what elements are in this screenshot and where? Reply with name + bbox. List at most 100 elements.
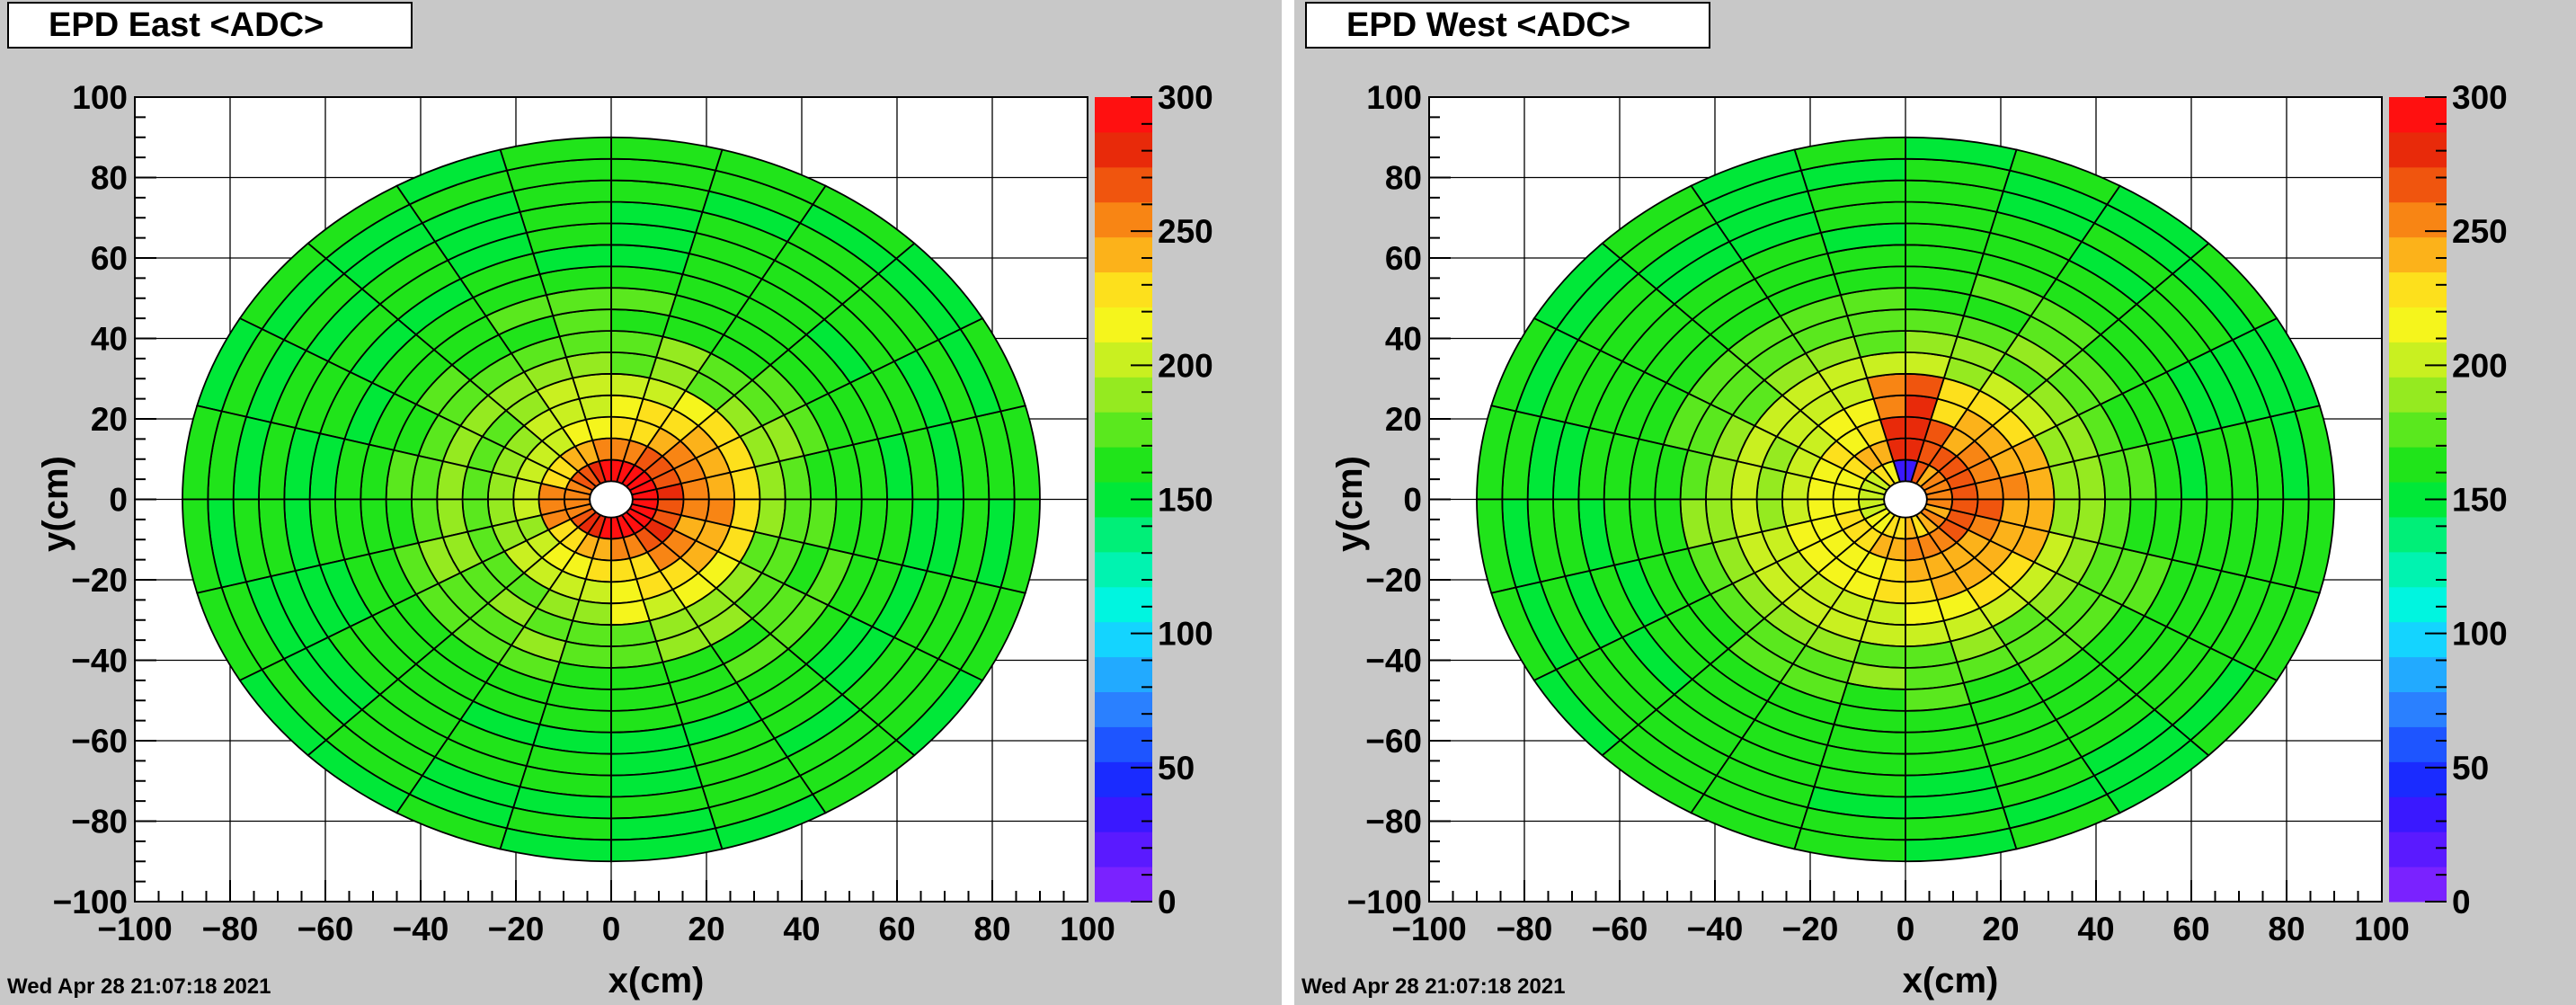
x-tick-label: 40 xyxy=(2077,911,2114,947)
color-bar-bin xyxy=(1095,166,1152,203)
color-bar-bin xyxy=(2389,551,2447,588)
x-tick-label: −60 xyxy=(298,911,354,947)
color-bar-ticks xyxy=(1131,96,1152,903)
y-tick-label: 60 xyxy=(91,240,128,277)
z-tick-label: 50 xyxy=(1158,750,1195,787)
z-tick-label: 200 xyxy=(2452,347,2508,384)
color-bar-bin xyxy=(1095,832,1152,867)
color-bar-bin xyxy=(2389,131,2447,168)
color-bar-bin xyxy=(1095,271,1152,307)
x-tick-label: 80 xyxy=(973,911,1010,947)
chart-title: EPD East <ADC> xyxy=(7,2,413,49)
color-bar-bin xyxy=(1095,97,1152,133)
color-bar-bin xyxy=(1095,342,1152,378)
heatmap-cell xyxy=(999,498,1041,594)
y-tick-label: −60 xyxy=(71,723,128,760)
y-tick-label: −80 xyxy=(1365,804,1422,840)
heatmap-cell xyxy=(704,498,736,528)
x-tick-label: −40 xyxy=(393,911,449,947)
color-bar-ticks xyxy=(2425,96,2447,903)
z-tick-label: 300 xyxy=(1158,79,1213,116)
y-tick-label: 40 xyxy=(1385,321,1422,358)
color-bar-bin xyxy=(1095,551,1152,588)
y-axis-title: y(cm) xyxy=(36,456,76,552)
datestamp: Wed Apr 28 21:07:18 2021 xyxy=(1301,974,1566,999)
y-tick-label: 20 xyxy=(1385,401,1422,438)
color-bar-bin xyxy=(1095,236,1152,273)
center-hole xyxy=(589,480,634,519)
color-bar-bin xyxy=(2389,867,2447,903)
color-bar-bin xyxy=(2389,447,2447,483)
color-bar-bin xyxy=(2389,236,2447,273)
y-tick-label: −80 xyxy=(71,804,128,840)
y-tick-label: −60 xyxy=(1365,723,1422,760)
color-bar-bin xyxy=(1095,621,1152,658)
y-tick-label: −100 xyxy=(1347,884,1422,921)
x-tick-label: −20 xyxy=(1782,911,1839,947)
x-tick-label: 0 xyxy=(1896,911,1915,947)
color-bar-bin xyxy=(2389,412,2447,448)
y-tick-label: 40 xyxy=(91,321,128,358)
x-tick-label: 100 xyxy=(2354,911,2410,947)
z-tick-label: 0 xyxy=(1158,884,1177,921)
datestamp: Wed Apr 28 21:07:18 2021 xyxy=(7,974,271,999)
x-tick-label: 40 xyxy=(783,911,820,947)
color-bar-bin xyxy=(1095,447,1152,483)
x-tick-label: −80 xyxy=(202,911,259,947)
y-tick-label: 0 xyxy=(109,482,128,519)
color-bar-bin xyxy=(2389,307,2447,342)
axis-ticks xyxy=(134,96,1088,903)
color-bar-bin xyxy=(1095,867,1152,903)
color-bar-bin xyxy=(1095,377,1152,413)
x-tick-label: 60 xyxy=(2172,911,2209,947)
color-bar-bin xyxy=(2389,832,2447,867)
z-tick-label: 150 xyxy=(1158,482,1213,519)
color-bar-bin xyxy=(2389,342,2447,378)
color-bar-bin xyxy=(2389,586,2447,623)
x-tick-label: 100 xyxy=(1060,911,1115,947)
x-tick-label: −20 xyxy=(488,911,545,947)
x-tick-label: 80 xyxy=(2268,911,2305,947)
y-tick-label: −40 xyxy=(71,643,128,680)
color-bar-bin xyxy=(1095,691,1152,727)
y-tick-label: −100 xyxy=(53,884,128,921)
color-bar-bin xyxy=(1095,726,1152,762)
heatmap-cell xyxy=(2294,498,2335,594)
x-tick-label: 20 xyxy=(688,911,724,947)
heatmap-cell xyxy=(486,471,519,501)
y-tick-label: 0 xyxy=(1403,482,1422,519)
color-bar-bin xyxy=(1095,412,1152,448)
x-tick-label: 60 xyxy=(878,911,915,947)
x-tick-label: −100 xyxy=(1391,911,1466,947)
color-bar-bin xyxy=(2389,796,2447,832)
z-tick-label: 300 xyxy=(2452,79,2508,116)
west-heatmap-plot: −100 −80 −60 −40 −20 0 20 40 60 80 100 −100 −80 −60 −4… xyxy=(1330,79,2508,1001)
x-tick-label: 20 xyxy=(1982,911,2019,947)
center-hole xyxy=(1883,480,1928,519)
y-tick-label: −20 xyxy=(1365,562,1422,599)
color-bar-bin xyxy=(2389,201,2447,238)
x-tick-label: 0 xyxy=(602,911,621,947)
cells xyxy=(182,136,1041,863)
color-bar-bin xyxy=(1095,307,1152,342)
color-bar-bin xyxy=(1095,516,1152,553)
color-bar-bin xyxy=(2389,726,2447,762)
z-tick-label: 0 xyxy=(2452,884,2471,921)
x-tick-label: −40 xyxy=(1687,911,1744,947)
color-bar-bin xyxy=(2389,516,2447,553)
color-bar xyxy=(1095,97,1152,903)
heatmap-cell xyxy=(1905,394,1939,421)
y-axis-title: y(cm) xyxy=(1330,456,1370,552)
color-bar-bin xyxy=(2389,377,2447,413)
y-tick-label: 80 xyxy=(1385,160,1422,197)
color-bar-bin xyxy=(2389,97,2447,133)
z-tick-label: 100 xyxy=(1158,616,1213,653)
z-tick-label: 150 xyxy=(2452,482,2508,519)
axis-ticks xyxy=(1428,96,2383,903)
color-bar-bin xyxy=(2389,271,2447,307)
y-tick-label: 100 xyxy=(72,79,128,116)
cells xyxy=(1476,136,2335,863)
color-bar xyxy=(2389,97,2447,903)
z-tick-label: 50 xyxy=(2452,750,2489,787)
color-bar-bin xyxy=(1095,131,1152,168)
